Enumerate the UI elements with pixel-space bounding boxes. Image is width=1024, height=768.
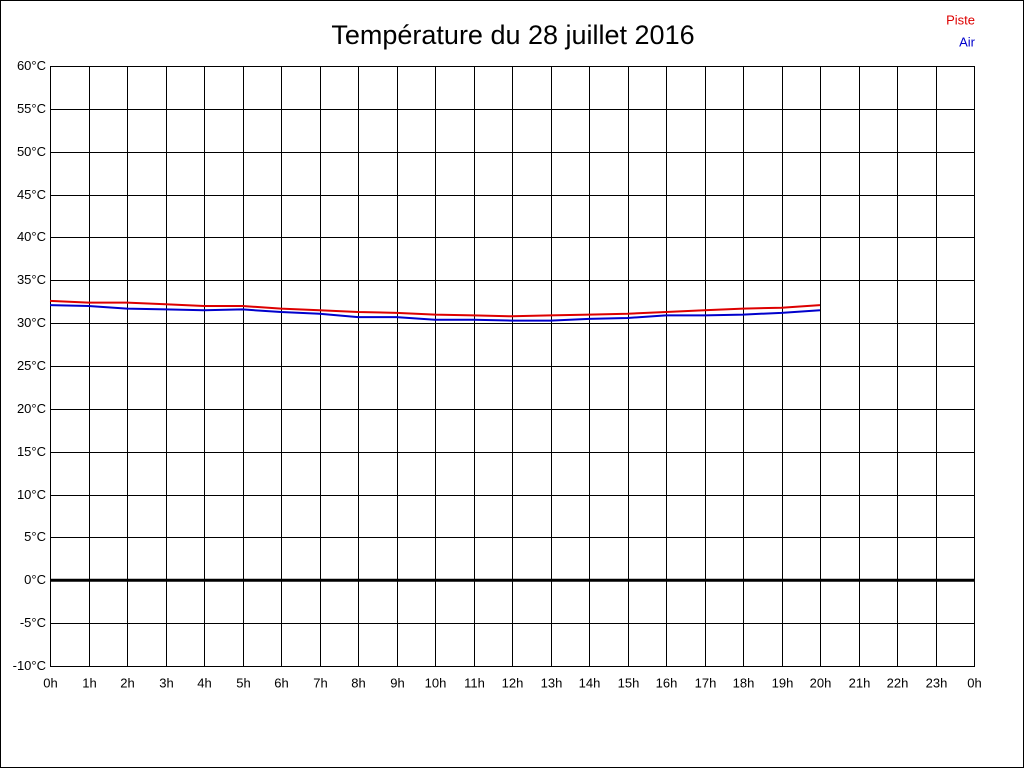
- x-tick-label: 7h: [313, 675, 327, 690]
- x-tick-label: 19h: [772, 675, 794, 690]
- x-tick-label: 15h: [618, 675, 640, 690]
- y-tick-label: -10°C: [13, 658, 46, 673]
- x-tick-label: 6h: [274, 675, 288, 690]
- y-tick-label: 50°C: [17, 144, 46, 159]
- x-tick-label: 0h: [967, 675, 981, 690]
- x-tick-label: 21h: [849, 675, 871, 690]
- y-tick-label: 40°C: [17, 229, 46, 244]
- series-line: [49, 299, 821, 318]
- x-tick-label: 3h: [159, 675, 173, 690]
- x-tick-label: 11h: [464, 675, 485, 690]
- y-tick-label: 30°C: [17, 315, 46, 330]
- x-tick-label: 22h: [887, 675, 909, 690]
- y-tick-label: -5°C: [20, 615, 46, 630]
- y-tick-label: 45°C: [17, 187, 46, 202]
- x-tick-label: 1h: [82, 675, 96, 690]
- x-tick-label: 17h: [695, 675, 717, 690]
- x-tick-label: 23h: [926, 675, 948, 690]
- x-tick-label: 10h: [425, 675, 447, 690]
- y-tick-label: 35°C: [17, 272, 46, 287]
- x-tick-label: 4h: [197, 675, 211, 690]
- x-tick-label: 8h: [351, 675, 365, 690]
- x-tick-label: 12h: [502, 675, 524, 690]
- y-tick-label: 10°C: [17, 487, 46, 502]
- x-tick-label: 16h: [656, 675, 678, 690]
- x-tick-label: 2h: [120, 675, 134, 690]
- x-tick-label: 20h: [810, 675, 832, 690]
- y-tick-label: 0°C: [24, 572, 46, 587]
- legend-label: Piste: [946, 12, 975, 27]
- x-tick-label: 14h: [579, 675, 601, 690]
- x-tick-label: 18h: [733, 675, 755, 690]
- legend-label: Air: [959, 34, 976, 49]
- series-line: [49, 304, 821, 322]
- chart-title: Température du 28 juillet 2016: [331, 20, 694, 50]
- y-tick-label: 15°C: [17, 444, 46, 459]
- x-tick-label: 13h: [541, 675, 563, 690]
- y-tick-label: 25°C: [17, 358, 46, 373]
- y-tick-label: 60°C: [17, 58, 46, 73]
- x-tick-label: 5h: [236, 675, 250, 690]
- x-tick-label: 9h: [390, 675, 404, 690]
- y-tick-label: 20°C: [17, 401, 46, 416]
- x-tick-label: 0h: [43, 675, 57, 690]
- y-tick-label: 55°C: [17, 101, 46, 116]
- y-tick-label: 5°C: [24, 529, 46, 544]
